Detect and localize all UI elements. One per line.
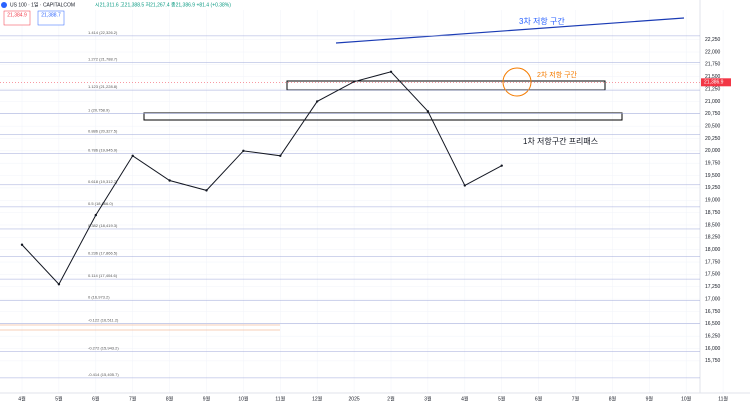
x-tick-label: 2025: [349, 396, 360, 402]
symbol-icon: [1, 2, 7, 8]
buy-price: 21,388.7: [41, 12, 61, 18]
price-point: [242, 149, 245, 153]
price-line: [21, 71, 502, 286]
annotation: 1차 저항구간 프리패스: [523, 136, 598, 146]
y-tick-label: 19,000: [705, 198, 721, 204]
fib-label: 0.114 (17,404.6): [88, 273, 118, 278]
x-tick-label: 9월: [203, 395, 211, 402]
fib-label: 1.414 (22,326.2): [88, 30, 118, 35]
sell-price: 21,384.9: [7, 12, 27, 18]
x-tick-label: 8월: [166, 395, 174, 402]
y-tick-label: 18,500: [705, 222, 721, 228]
price-point: [500, 164, 503, 167]
x-tick-label: 11월: [718, 395, 728, 402]
sell-button[interactable]: [3, 10, 31, 26]
last-price-label: 21,386.9: [704, 80, 724, 86]
x-tick-label: 4월: [461, 395, 469, 402]
fib-label: 0.236 (17,866.5): [88, 250, 118, 255]
price-point: [426, 110, 430, 113]
x-tick-label: 9월: [646, 395, 654, 402]
y-tick-label: 21,000: [705, 99, 721, 105]
y-tick-label: 18,750: [705, 210, 721, 216]
y-tick-label: 17,500: [705, 272, 721, 278]
y-tick-label: 17,000: [705, 296, 721, 302]
fib-label: 0.786 (19,945.9): [88, 148, 118, 153]
fib-label: 0 (16,973.2): [88, 294, 110, 299]
x-tick-label: 4월: [18, 395, 26, 402]
x-tick-label: 10월: [238, 395, 249, 402]
x-tick-label: 8월: [609, 395, 617, 402]
symbol: US 100 · 1일 · CAPITALCOM: [10, 1, 75, 8]
price-point: [205, 189, 208, 192]
price-point: [94, 213, 98, 217]
resistance-box-1: [143, 112, 623, 121]
annotation: 2차 저항 구간: [537, 70, 578, 79]
y-tick-label: 22,250: [705, 37, 721, 43]
y-tick-label: 18,000: [705, 247, 721, 253]
x-tick-label: 12월: [312, 395, 323, 402]
y-tick-label: 17,250: [705, 284, 721, 290]
trendline: [335, 17, 685, 44]
highlight-circle: [502, 67, 532, 97]
y-tick-label: 16,000: [705, 346, 721, 352]
last-price-box: [701, 78, 731, 87]
y-tick-label: 21,500: [705, 74, 721, 80]
x-tick-label: 7월: [572, 395, 580, 402]
x-tick-label: 6월: [92, 395, 100, 402]
annotation: 3차 저항 구간: [519, 16, 565, 26]
price-point: [389, 70, 393, 73]
y-tick-label: 20,500: [705, 123, 721, 129]
x-tick-label: 6월: [535, 395, 543, 402]
price-point: [131, 154, 134, 157]
x-tick-label: 3월: [424, 395, 432, 402]
fib-label: 0.5 (18,866.0): [88, 201, 114, 206]
y-tick-label: 19,750: [705, 161, 721, 167]
y-tick-label: 16,750: [705, 309, 721, 315]
fib-label: -0.414 (15,405.7): [88, 372, 119, 377]
y-tick-label: 15,750: [705, 358, 721, 364]
y-tick-label: 18,250: [705, 235, 721, 241]
y-tick-label: 16,500: [705, 321, 721, 327]
fib-label: 0.382 (18,419.3): [88, 223, 118, 228]
fib-label: -0.272 (15,943.2): [88, 345, 119, 350]
y-tick-label: 17,750: [705, 259, 721, 265]
y-tick-label: 19,500: [705, 173, 721, 179]
y-tick-label: 16,250: [705, 333, 721, 339]
x-tick-label: 10월: [681, 395, 692, 402]
fib-label: 1.123 (21,228.8): [88, 84, 118, 89]
x-tick-label: 5월: [498, 395, 506, 402]
fib-label: 1 (20,758.9): [88, 107, 110, 112]
y-tick-label: 20,250: [705, 136, 721, 142]
buy-button[interactable]: [37, 10, 65, 26]
y-tick-label: 19,250: [705, 185, 721, 191]
x-tick-label: 7월: [129, 395, 137, 402]
x-tick-label: 11월: [275, 395, 285, 402]
price-point: [57, 283, 61, 286]
ohlc: 시21,311.6 고21,388.5 저21,267.4 종21,386.9 …: [95, 1, 231, 8]
y-tick-label: 20,750: [705, 111, 721, 117]
y-tick-label: 20,000: [705, 148, 721, 154]
fib-label: 1.272 (21,788.7): [88, 57, 118, 62]
fib-label: 0.618 (19,312.7): [88, 179, 118, 184]
x-tick-label: 5월: [55, 395, 63, 402]
fib-label: -0.122 (16,511.2): [88, 317, 119, 322]
y-tick-label: 21,750: [705, 62, 721, 68]
price-point: [168, 179, 171, 182]
price-point: [279, 154, 282, 157]
x-tick-label: 2월: [387, 395, 395, 402]
price-point: [463, 184, 466, 187]
price-point: [316, 100, 319, 103]
price-point: [20, 243, 24, 246]
y-tick-label: 22,000: [705, 49, 721, 55]
fib-label: 0.886 (20,327.5): [88, 129, 118, 134]
y-tick-label: 21,250: [705, 86, 721, 92]
